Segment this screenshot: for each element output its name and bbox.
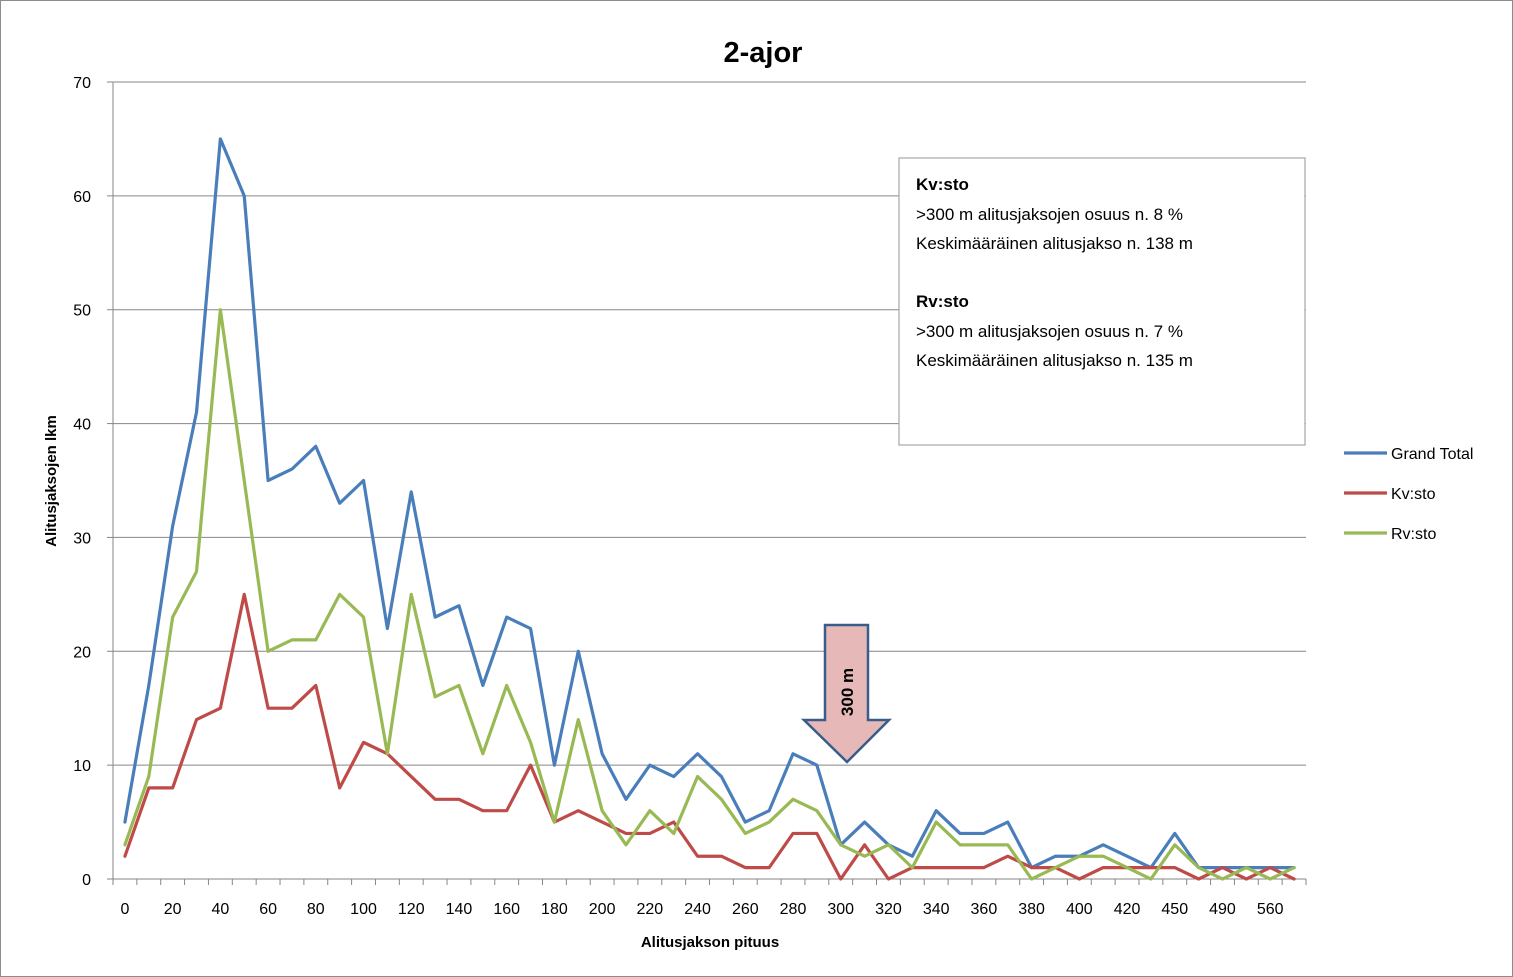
x-tick-label: 450 [1161,901,1188,918]
x-tick-label: 240 [684,901,711,918]
y-tick-label: 0 [82,872,91,889]
x-tick-label: 260 [732,901,759,918]
x-tick-label: 180 [541,901,568,918]
x-tick-label: 20 [164,901,182,918]
annotation-line-3: Keskimääräinen alitusjakso n. 138 m [916,234,1193,253]
legend-label: Kv:sto [1391,486,1436,503]
y-axis-label: Alitusjaksojen lkm [43,415,60,547]
x-tick-label: 340 [923,901,950,918]
x-tick-label: 120 [398,901,425,918]
legend-label: Grand Total [1391,446,1473,463]
x-tick-label: 140 [446,901,473,918]
x-axis-ticks: 0 20 40 60 80 100 120 140 160 180 200 220 240 260 280 3… [112,879,1307,918]
annotation-box: Kv:sto >300 m alitusjaksojen osuus n. 8 … [898,157,1306,446]
x-tick-label: 380 [1018,901,1045,918]
arrow-label: 300 m [838,668,857,716]
x-tick-label: 420 [1114,901,1141,918]
x-tick-label: 80 [307,901,325,918]
y-tick-label: 50 [73,303,91,320]
annotation-line-2: >300 m alitusjaksojen osuus n. 8 % [916,205,1183,224]
series-line-grand-total [123,137,1296,870]
annotation-line-1: Kv:sto [916,175,969,194]
x-tick-label: 280 [780,901,807,918]
y-tick-label: 40 [73,417,91,434]
threshold-arrow: 300 m [800,623,893,764]
y-tick-label: 20 [73,644,91,661]
x-tick-label: 100 [350,901,377,918]
x-tick-label: 300 [827,901,854,918]
y-tick-label: 10 [73,758,91,775]
x-tick-label: 0 [120,901,129,918]
annotation-box-border [898,157,1306,446]
x-tick-label: 560 [1257,901,1284,918]
annotation-line-4: Rv:sto [916,292,969,311]
arrow-shape [800,623,893,764]
x-axis-label: Alitusjakson pituus [641,934,779,951]
legend-label: Rv:sto [1391,526,1436,543]
x-tick-label: 320 [875,901,902,918]
legend: Grand Total Kv:sto Rv:sto [1344,446,1473,543]
y-tick-label: 70 [73,75,91,92]
x-tick-label: 200 [589,901,616,918]
annotation-line-6: Keskimääräinen alitusjakso n. 135 m [916,351,1193,370]
x-tick-label: 400 [1066,901,1093,918]
x-tick-label: 40 [211,901,229,918]
x-tick-label: 360 [971,901,998,918]
series-line-kv-sto [123,592,1296,881]
series-line-rv-sto [123,308,1296,881]
y-tick-label: 30 [73,530,91,547]
x-tick-label: 220 [636,901,663,918]
y-tick-label: 60 [73,189,91,206]
x-tick-label: 60 [259,901,277,918]
x-tick-label: 160 [493,901,520,918]
y-axis-ticks: 0 10 20 30 40 50 60 70 [73,75,113,889]
chart-title: 2-ajor [724,37,803,69]
x-tick-label: 490 [1209,901,1236,918]
series-lines [123,137,1296,881]
annotation-line-5: >300 m alitusjaksojen osuus n. 7 % [916,322,1183,341]
